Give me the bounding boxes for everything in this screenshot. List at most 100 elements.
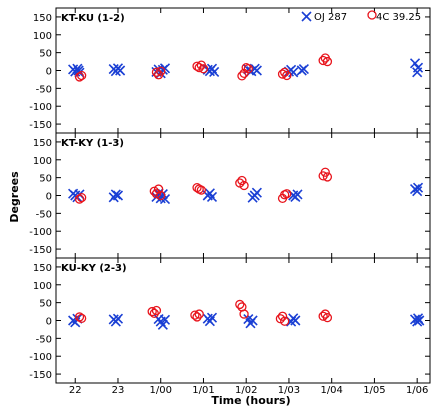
y-tick-label: 150 [33, 13, 52, 24]
data-point [192, 61, 202, 71]
data-point [112, 313, 124, 324]
y-tick-label: -150 [29, 120, 52, 131]
y-tick-label: -50 [36, 84, 52, 95]
y-tick-label: 0 [46, 67, 52, 78]
legend: OJ 287 4C 39.25 [301, 10, 421, 23]
x-tick-label: 1/05 [363, 385, 385, 396]
data-point [149, 308, 159, 319]
data-point [320, 167, 330, 177]
data-point [149, 186, 159, 196]
y-tick-label: -150 [29, 245, 52, 256]
data-point [247, 315, 258, 326]
data-point [412, 182, 424, 193]
x-tick-label: 23 [112, 385, 125, 396]
data-point [290, 315, 301, 326]
y-tick-label: -150 [29, 370, 52, 381]
data-point [239, 309, 249, 319]
data-point [156, 190, 166, 201]
data-point [76, 192, 87, 203]
data-point [198, 64, 209, 74]
x-tick-label: 1/04 [320, 385, 342, 396]
data-point [282, 70, 292, 81]
data-point [196, 185, 206, 195]
data-point [153, 184, 164, 194]
legend-label-series-1: OJ 287 [314, 12, 347, 23]
data-point [251, 65, 262, 76]
data-point [151, 189, 162, 199]
data-point [237, 71, 247, 81]
data-point [76, 313, 87, 324]
data-point [298, 64, 309, 75]
y-tick-label: -100 [29, 352, 52, 363]
y-tick-label: 100 [33, 281, 52, 292]
data-point [277, 311, 288, 321]
data-point [282, 189, 292, 199]
data-point [292, 189, 303, 200]
data-point [206, 312, 218, 323]
series-1 [68, 312, 425, 330]
x-axis-label: Time (hours) [211, 394, 290, 407]
data-point [194, 309, 204, 319]
data-point [322, 172, 333, 182]
data-point [151, 67, 162, 77]
data-point [318, 55, 328, 66]
y-tick-label: 150 [33, 138, 52, 149]
data-point [243, 64, 253, 74]
data-point [277, 69, 288, 79]
y-tick-label: 50 [39, 299, 52, 310]
data-point [190, 310, 200, 320]
data-point [206, 191, 218, 202]
y-tick-label: -50 [36, 334, 52, 345]
y-axis-label: Degrees [8, 171, 21, 223]
data-point [237, 175, 247, 186]
series-2 [74, 299, 333, 326]
data-point [322, 56, 333, 67]
series-2 [74, 167, 333, 204]
y-tick-label: -100 [29, 102, 52, 113]
x-tick-label: 1/02 [235, 385, 257, 396]
panel-1: -150 -100 -50 0 50 100 150 KT-KU (1-2) [29, 7, 431, 134]
data-point [412, 62, 424, 73]
data-point [192, 312, 202, 322]
data-point [318, 311, 328, 321]
data-point [159, 314, 171, 325]
y-tick-label: 50 [39, 174, 52, 185]
data-point [251, 187, 262, 198]
data-point [280, 316, 290, 326]
data-point [194, 62, 204, 73]
data-point [157, 319, 168, 330]
x-tick-label: 1/00 [149, 385, 171, 396]
legend-marker-series-1 [301, 11, 312, 22]
y-tick-label: 150 [33, 263, 52, 274]
y-tick-label: 0 [46, 317, 52, 328]
y-tick-label: 0 [46, 192, 52, 203]
data-point [151, 305, 162, 316]
series-2 [74, 53, 333, 82]
x-tick-label: 1/06 [406, 385, 428, 396]
x-tick-label: 1/03 [278, 385, 300, 396]
panel-2: -150 -100 -50 0 50 100 150 KT-KY (1-3) [29, 132, 431, 259]
data-point [239, 180, 249, 191]
data-point [74, 194, 85, 204]
panel-3: -150 -100 -50 0 50 100 150 KU-KY (2-3) [29, 257, 431, 384]
data-point [209, 66, 220, 77]
y-tick-label: 50 [39, 49, 52, 60]
data-point [412, 186, 423, 197]
panel-label: KT-KY (1-3) [61, 138, 124, 149]
panel-label: KT-KU (1-2) [61, 13, 125, 24]
panels: -150 -100 -50 0 50 100 150 KT-KU (1-2) -150 -100 -… [29, 7, 431, 384]
data-point [159, 63, 171, 74]
x-axis: 22 23 1/00 1/01 1/02 1/03 1/04 1/05 1/06 [69, 385, 429, 396]
data-point [159, 194, 171, 205]
data-point [235, 299, 245, 310]
data-point [115, 65, 126, 76]
data-point [74, 72, 85, 82]
series-1 [68, 182, 424, 205]
legend-marker-series-2 [367, 10, 377, 20]
data-point [414, 315, 425, 326]
data-point [322, 312, 333, 323]
data-point [112, 190, 124, 201]
y-tick-label: -50 [36, 209, 52, 220]
y-tick-label: -100 [29, 227, 52, 238]
